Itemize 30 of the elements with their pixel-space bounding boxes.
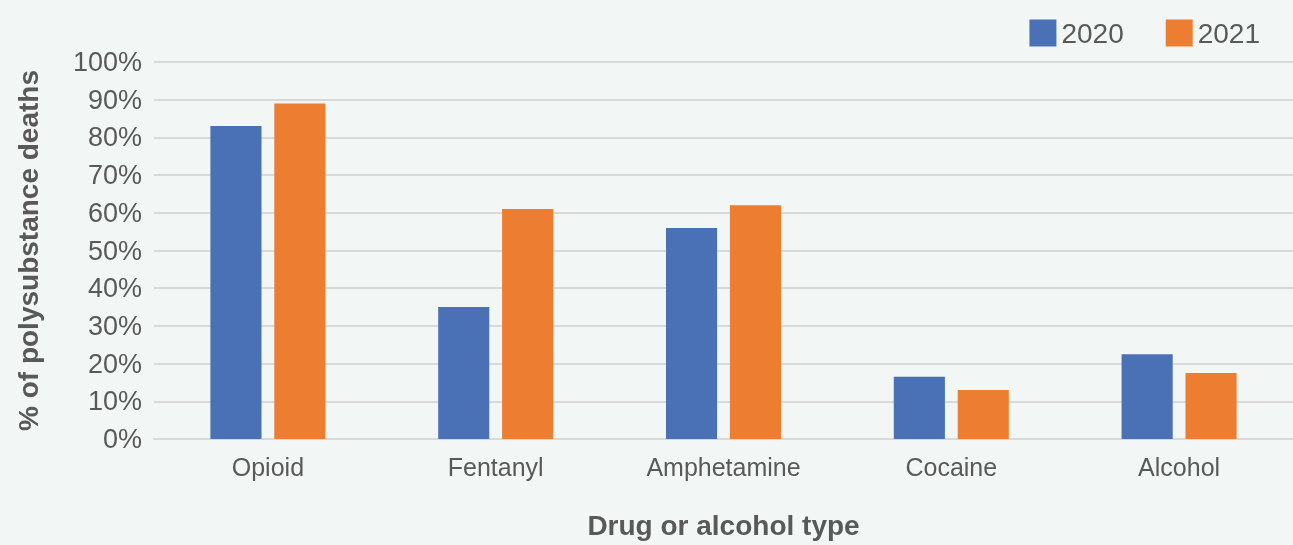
x-tick-label: Opioid <box>231 452 305 481</box>
y-tick-label: 80% <box>87 122 142 153</box>
x-tick-label: Amphetamine <box>646 452 801 481</box>
y-tick-label: 90% <box>87 84 142 115</box>
y-tick-label: 0% <box>102 424 142 454</box>
bar <box>729 205 782 439</box>
y-tick-label: 40% <box>87 273 142 304</box>
bar <box>665 227 718 439</box>
bar <box>210 126 262 439</box>
y-tick-label: 30% <box>87 310 142 341</box>
y-axis-title: % of polysubstance deaths <box>12 70 44 431</box>
x-tick-label: Fentanyl <box>447 452 544 481</box>
y-tick-label: 60% <box>87 197 142 228</box>
legend-label: 2020 <box>1061 17 1124 49</box>
x-axis-title: Drug or alcohol type <box>587 509 860 541</box>
bar <box>1121 354 1173 439</box>
y-tick-label: 50% <box>87 235 142 266</box>
x-tick-label: Cocaine <box>905 452 998 481</box>
y-tick-label: 10% <box>87 386 142 417</box>
y-tick-label: 70% <box>87 160 142 191</box>
y-tick-label: 100% <box>72 47 142 77</box>
bar <box>893 376 945 439</box>
legend-label: 2021 <box>1197 17 1261 49</box>
bar <box>1185 373 1237 439</box>
bar <box>438 307 490 439</box>
x-tick-label: Alcohol <box>1138 452 1221 481</box>
bar <box>957 389 1009 439</box>
bar <box>274 103 326 439</box>
bar <box>502 209 554 439</box>
y-tick-label: 20% <box>87 348 142 379</box>
